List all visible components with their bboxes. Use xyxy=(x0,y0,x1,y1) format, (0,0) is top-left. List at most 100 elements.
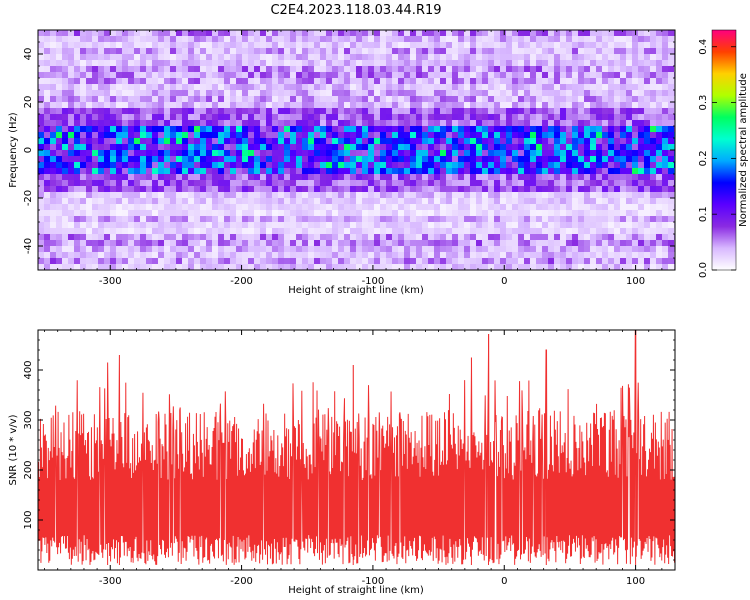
heatmap-cell xyxy=(176,264,182,270)
heatmap-cell xyxy=(362,126,368,132)
heatmap-cell xyxy=(104,144,110,150)
heatmap-cell xyxy=(446,96,452,102)
heatmap-cell xyxy=(128,108,134,114)
heatmap-cell xyxy=(368,162,374,168)
heatmap-cell xyxy=(170,42,176,48)
heatmap-cell xyxy=(656,258,662,264)
heatmap-cell xyxy=(374,156,380,162)
heatmap-cell xyxy=(254,228,260,234)
heatmap-cell xyxy=(332,54,338,60)
heatmap-cell xyxy=(80,264,86,270)
heatmap-cell xyxy=(50,210,56,216)
heatmap-cell xyxy=(554,168,560,174)
heatmap-cell xyxy=(104,90,110,96)
heatmap-cell xyxy=(626,102,632,108)
heatmap-cell xyxy=(500,216,506,222)
heatmap-cell xyxy=(326,42,332,48)
heatmap-cell xyxy=(182,240,188,246)
heatmap-cell xyxy=(578,126,584,132)
heatmap-cell xyxy=(530,132,536,138)
heatmap-cell xyxy=(428,144,434,150)
heatmap-cell xyxy=(536,96,542,102)
heatmap-cell xyxy=(338,132,344,138)
heatmap-cell xyxy=(422,246,428,252)
heatmap-cell xyxy=(260,240,266,246)
heatmap-cell xyxy=(158,66,164,72)
heatmap-cell xyxy=(50,108,56,114)
heatmap-cell xyxy=(290,216,296,222)
heatmap-cell xyxy=(650,96,656,102)
heatmap-cell xyxy=(668,132,674,138)
heatmap-cell xyxy=(122,252,128,258)
heatmap-cell xyxy=(602,102,608,108)
heatmap-cell xyxy=(602,132,608,138)
heatmap-cell xyxy=(86,228,92,234)
heatmap-cell xyxy=(140,120,146,126)
heatmap-cell xyxy=(572,78,578,84)
heatmap-cell xyxy=(176,144,182,150)
heatmap-cell xyxy=(590,222,596,228)
heatmap-cell xyxy=(602,228,608,234)
heatmap-cell xyxy=(296,240,302,246)
heatmap-cell xyxy=(356,36,362,42)
heatmap-cell xyxy=(194,84,200,90)
heatmap-cell xyxy=(422,210,428,216)
heatmap-cell xyxy=(266,126,272,132)
heatmap-cell xyxy=(536,72,542,78)
heatmap-cell xyxy=(404,264,410,270)
heatmap-cell xyxy=(320,192,326,198)
heatmap-cell xyxy=(164,246,170,252)
heatmap-cell xyxy=(470,216,476,222)
heatmap-cell xyxy=(470,228,476,234)
heatmap-cell xyxy=(80,210,86,216)
heatmap-cell xyxy=(140,234,146,240)
heatmap-cell xyxy=(620,78,626,84)
heatmap-cell xyxy=(92,174,98,180)
heatmap-cell xyxy=(122,114,128,120)
heatmap-cell xyxy=(128,90,134,96)
heatmap-cell xyxy=(218,72,224,78)
heatmap-cell xyxy=(626,210,632,216)
heatmap-cell xyxy=(482,90,488,96)
heatmap-cell xyxy=(470,162,476,168)
heatmap-cell xyxy=(638,222,644,228)
heatmap-cell xyxy=(74,120,80,126)
heatmap-cell xyxy=(476,246,482,252)
heatmap-cell xyxy=(134,30,140,36)
heatmap-cell xyxy=(302,174,308,180)
heatmap-cell xyxy=(572,132,578,138)
heatmap-cell xyxy=(518,132,524,138)
heatmap-cell xyxy=(62,222,68,228)
heatmap-cell xyxy=(368,48,374,54)
heatmap-cell xyxy=(356,48,362,54)
heatmap-cell xyxy=(506,258,512,264)
heatmap-cell xyxy=(626,216,632,222)
heatmap-cell xyxy=(476,144,482,150)
heatmap-cell xyxy=(494,162,500,168)
heatmap-cell xyxy=(356,234,362,240)
heatmap-cell xyxy=(614,120,620,126)
heatmap-cell xyxy=(668,168,674,174)
heatmap-cell xyxy=(656,36,662,42)
heatmap-cell xyxy=(482,126,488,132)
heatmap-cell xyxy=(428,54,434,60)
heatmap-cell xyxy=(224,90,230,96)
heatmap-cell xyxy=(464,198,470,204)
heatmap-cell xyxy=(296,180,302,186)
heatmap-cell xyxy=(146,60,152,66)
heatmap-cell xyxy=(122,102,128,108)
heatmap-cell xyxy=(368,258,374,264)
heatmap-cell xyxy=(476,198,482,204)
heatmap-cell xyxy=(236,258,242,264)
heatmap-cell xyxy=(626,222,632,228)
heatmap-cell xyxy=(656,114,662,120)
heatmap-cell xyxy=(452,162,458,168)
heatmap-cell xyxy=(122,156,128,162)
heatmap-cell xyxy=(572,174,578,180)
heatmap-cell xyxy=(368,150,374,156)
heatmap-cell xyxy=(302,132,308,138)
heatmap-cell xyxy=(134,162,140,168)
heatmap-cell xyxy=(146,204,152,210)
heatmap-cell xyxy=(404,216,410,222)
heatmap-cell xyxy=(152,144,158,150)
